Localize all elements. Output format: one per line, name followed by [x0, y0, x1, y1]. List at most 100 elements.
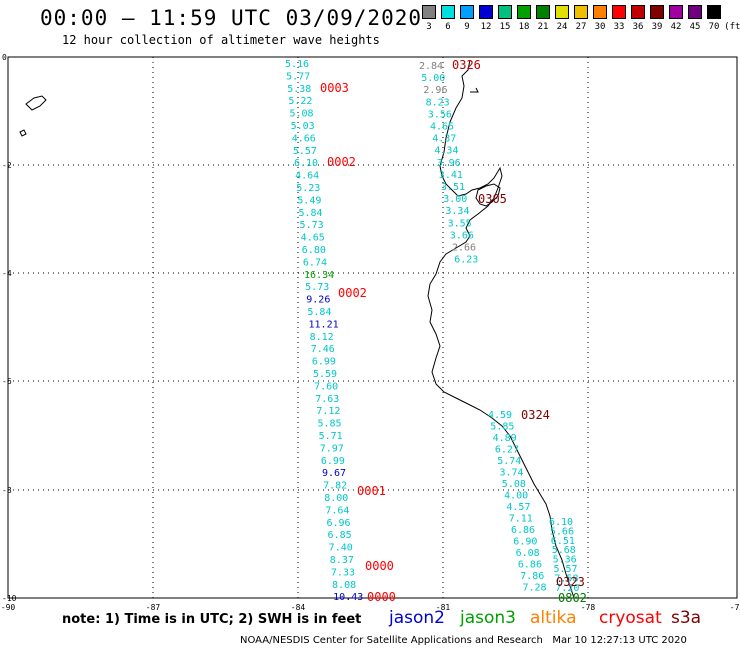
wave-height-value: 4.65: [430, 122, 454, 133]
wave-height-value: 6.10: [549, 517, 573, 528]
page-title: 00:00 – 11:59 UTC 03/09/2020: [40, 6, 423, 30]
wave-height-value: 4.57: [506, 502, 530, 513]
wave-height-value: 6.99: [321, 456, 345, 467]
wave-height-value: 9.67: [322, 468, 346, 479]
legend-label: 36: [632, 22, 644, 32]
legend-swatch: [536, 5, 550, 19]
wave-height-value: 3.41: [439, 170, 463, 181]
legend-swatch: [555, 5, 569, 19]
wave-height-value: 3.74: [500, 468, 524, 479]
satellite-label: jason2: [389, 608, 445, 628]
legend-swatch: [650, 5, 664, 19]
satellite-label: cryosat: [599, 608, 662, 628]
page-subtitle: 12 hour collection of altimeter wave hei…: [62, 33, 380, 47]
pass-time-label: 0802: [558, 591, 587, 605]
legend-swatch: [441, 5, 455, 19]
coast-inlet: [470, 87, 479, 93]
wave-height-value: 5.08: [289, 109, 313, 120]
wave-height-value: 4.66: [292, 133, 316, 144]
wave-height-value: 8.00: [324, 493, 348, 504]
y-tick-label: -4: [2, 269, 12, 278]
wave-height-value: 5.66: [550, 526, 574, 537]
legend-label: 39: [651, 22, 663, 32]
legend-swatch: [422, 5, 436, 19]
legend-swatch: [517, 5, 531, 19]
legend-swatch: [631, 5, 645, 19]
wave-height-value: 6.80: [302, 245, 326, 256]
wave-height-value: 4.89: [493, 433, 517, 444]
legend-label: 18: [518, 22, 530, 32]
wave-height-value: 3.51: [441, 182, 465, 193]
wave-height-values: 5.165.775.385.225.085.034.665.576.104.64…: [285, 59, 579, 603]
wave-height-value: 5.03: [291, 121, 315, 132]
wave-height-value: 5.68: [552, 545, 576, 556]
wave-height-value: 3.96: [437, 158, 461, 169]
wave-height-value: 6.74: [303, 257, 327, 268]
wave-height-value: 7.40: [329, 543, 353, 554]
legend-label: 30: [594, 22, 606, 32]
pass-time-label: 0324: [521, 408, 550, 422]
legend-swatch: [593, 5, 607, 19]
legend-label: 27: [575, 22, 587, 32]
legend-label: 42: [670, 22, 682, 32]
wave-height-value: 11.21: [309, 319, 339, 330]
legend-label: 9: [464, 22, 470, 32]
legend-label: 15: [499, 22, 511, 32]
wave-height-value: 4.00: [504, 491, 528, 502]
wave-height-value: 7.12: [316, 406, 340, 417]
wave-height-value: 5.57: [554, 564, 578, 575]
wave-height-value: 7.20: [555, 583, 579, 594]
legend-swatch: [669, 5, 683, 19]
x-tick-label: -78: [581, 603, 596, 612]
pass-time-label: 0305: [478, 192, 507, 206]
legend-label: 24: [556, 22, 568, 32]
wave-height-value: 7.28: [523, 583, 547, 594]
wave-height-value: 16.34: [304, 270, 334, 281]
wave-height-value: 7.46: [311, 344, 335, 355]
wave-height-value: 6.85: [328, 530, 352, 541]
legend-swatch: [479, 5, 493, 19]
wave-height-value: 7.86: [520, 571, 544, 582]
pass-time-label: 0323: [556, 575, 585, 589]
wave-height-value: 5.73: [305, 282, 329, 293]
axis-ticks: -90 -87 -84 -81 -78 -75 0 -2 -4 -6 -8 -10: [1, 53, 740, 612]
wave-height-value: 4.37: [432, 134, 456, 145]
wave-height-value: 4.64: [295, 171, 319, 182]
footnote: note: 1) Time is in UTC; 2) SWH is in fe…: [62, 612, 362, 627]
wave-height-value: 5.49: [297, 195, 321, 206]
wave-height-value: 5.59: [313, 369, 337, 380]
wave-height-value: 6.27: [495, 445, 519, 456]
wave-height-value: 6.51: [551, 536, 575, 547]
map-grid: [8, 57, 737, 598]
legend-unit: (ft): [724, 22, 740, 32]
pass-time-labels: 0326 0003 0002 0305 0002 0324 0001 0000 0000 0323…: [320, 58, 587, 605]
pass-time-label: 0000: [367, 590, 396, 604]
wave-height-value: 2.96: [423, 85, 447, 96]
wave-height-value: 5.22: [288, 96, 312, 107]
legend-swatch: [612, 5, 626, 19]
wave-height-value: 5.16: [285, 59, 309, 70]
wave-height-value: 8.23: [426, 97, 450, 108]
legend-label: 6: [445, 22, 451, 32]
wave-height-value: 5.74: [497, 456, 521, 467]
wave-height-value: 3.66: [450, 230, 474, 241]
legend-swatch: [498, 5, 512, 19]
x-tick-label: -75: [730, 603, 740, 612]
wave-height-value: 6.99: [312, 357, 336, 368]
wave-height-value: 3.55: [448, 218, 472, 229]
wave-height-value: 8.37: [330, 555, 354, 566]
x-tick-label: -90: [1, 603, 16, 612]
x-tick-label: -87: [146, 603, 161, 612]
wave-height-value: 3.34: [445, 206, 469, 217]
wave-height-value: 5.84: [307, 307, 331, 318]
pass-time-label: 0000: [365, 559, 394, 573]
wave-height-value: 5.85: [317, 419, 341, 430]
wave-height-value: 3.00: [443, 194, 467, 205]
wave-height-value: 6.23: [454, 255, 478, 266]
wave-height-value: 8.12: [310, 332, 334, 343]
pass-time-label: 0003: [320, 81, 349, 95]
pass-time-label: 0326: [452, 58, 481, 72]
galapagos-islet: [19, 129, 27, 137]
wave-height-value: 7.33: [331, 567, 355, 578]
